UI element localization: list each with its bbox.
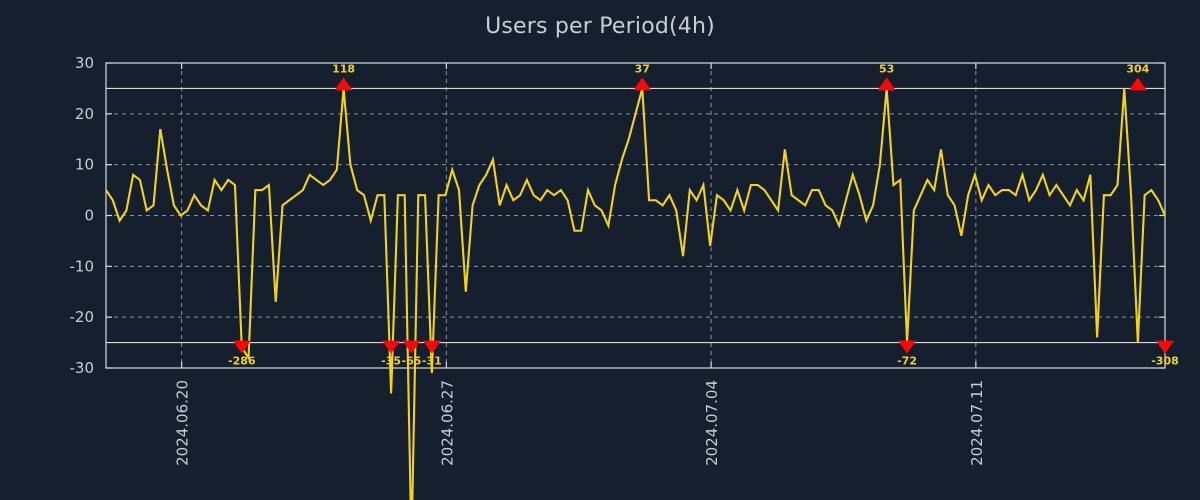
peak-value-label: -65: [402, 355, 422, 368]
y-axis-tick-label: 20: [75, 105, 94, 123]
annotations-group: -286 118 -35 -65 -31 37 53 -72 304 -308: [228, 62, 1179, 367]
peak-value-label: -35: [381, 355, 401, 368]
x-axis-tick-label: 2024.07.04: [703, 380, 721, 466]
series-line-group: [105, 88, 1166, 500]
peak-value-label: 37: [635, 62, 650, 75]
peak-value-label: -72: [897, 355, 917, 368]
peak-marker-up[interactable]: [334, 77, 353, 91]
y-axis-labels: 30 20 10 0 -10 -20 -30: [70, 54, 95, 377]
y-axis-tick-label: 30: [75, 54, 94, 72]
x-axis-tick-label: 2024.06.27: [438, 380, 456, 466]
peak-value-label: 304: [1126, 62, 1149, 75]
peak-marker-down[interactable]: [422, 340, 441, 354]
peak-value-label: -31: [422, 355, 442, 368]
x-axis-tick-label: 2024.07.11: [968, 380, 986, 466]
peak-marker-up[interactable]: [633, 77, 652, 91]
y-axis-tick-label: -10: [70, 257, 95, 275]
x-axis-tick-label: 2024.06.20: [174, 380, 192, 466]
peak-marker-up[interactable]: [1128, 77, 1147, 91]
peak-value-label: 118: [332, 62, 355, 75]
gridlines-group: [106, 63, 1165, 368]
peak-marker-down[interactable]: [402, 340, 421, 354]
series-line: [105, 88, 1166, 500]
peak-value-label: -286: [228, 355, 256, 368]
y-axis-tick-label: -30: [70, 359, 95, 377]
peak-marker-up[interactable]: [877, 77, 896, 91]
peak-marker-down[interactable]: [382, 340, 401, 354]
y-axis-tick-label: -20: [70, 308, 95, 326]
peak-value-label: 53: [879, 62, 894, 75]
x-axis-labels: 2024.06.20 2024.06.27 2024.07.04 2024.07.11: [174, 380, 986, 466]
peak-marker-down[interactable]: [232, 340, 251, 354]
y-axis-tick-label: 10: [75, 156, 94, 174]
peak-marker-down[interactable]: [898, 340, 917, 354]
chart-title: Users per Period(4h): [485, 14, 715, 39]
peak-marker-down[interactable]: [1156, 340, 1174, 354]
y-axis-tick-label: 0: [84, 207, 94, 225]
peak-value-label: -308: [1151, 355, 1179, 368]
